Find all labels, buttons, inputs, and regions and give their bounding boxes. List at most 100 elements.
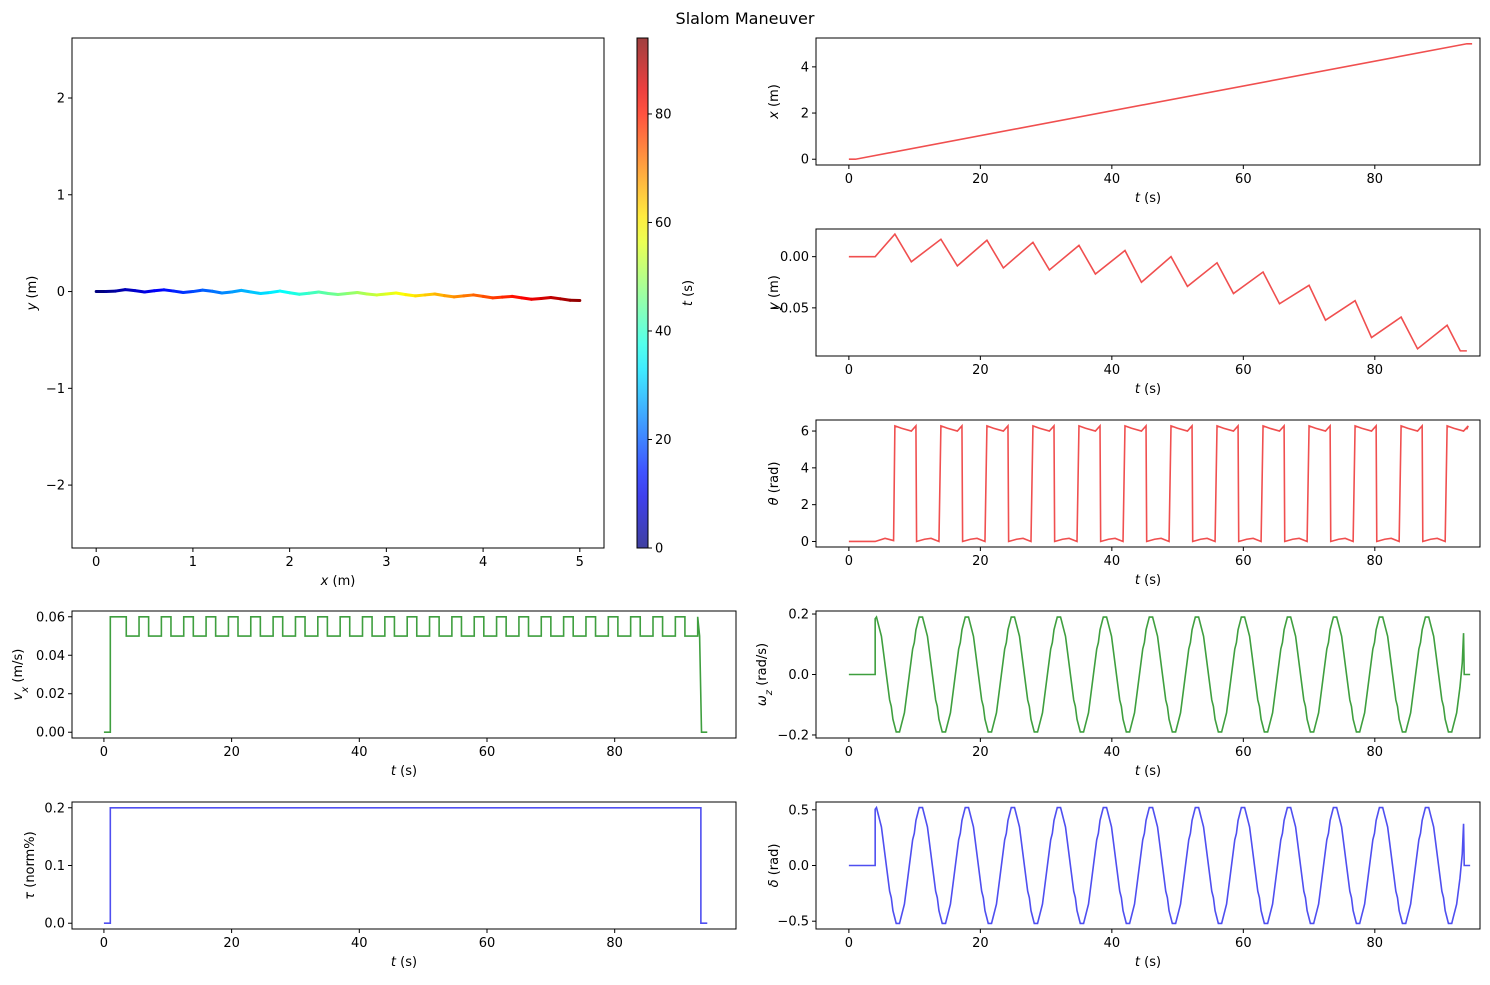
panel-x_t: 0 20 40 60 80 0 2 4 t (s) x (m) xyxy=(767,37,1481,206)
y-axis-label: τ (norm%) xyxy=(23,831,38,899)
trajectory-segment xyxy=(239,288,253,294)
colorbar xyxy=(636,37,649,549)
trajectory-segment xyxy=(288,291,301,296)
panel-y_t: 0 20 40 60 80 0.00 −0.05 t (s) y (m) xyxy=(767,228,1481,397)
y-tick-label: −0.2 xyxy=(777,728,809,743)
x-tick-label: 40 xyxy=(351,745,368,760)
colorbar-tick-label: 20 xyxy=(655,433,672,448)
x-tick-label: 40 xyxy=(1104,363,1121,378)
trajectory-segment xyxy=(133,289,147,294)
trajectory-segment xyxy=(201,288,214,293)
trajectory-segment xyxy=(114,288,127,293)
series-line xyxy=(848,423,1469,543)
trajectory-segment xyxy=(259,291,272,295)
y-tick-label: 4 xyxy=(801,60,809,75)
trajectory-segment xyxy=(326,291,340,296)
trajectory-segment xyxy=(220,290,234,295)
trajectory-segment xyxy=(394,291,408,297)
x-axis-label: t (s) xyxy=(391,955,417,970)
trajectory-segment xyxy=(278,289,292,295)
x-tick-label: 40 xyxy=(1104,936,1121,951)
y-tick-label: 0.00 xyxy=(780,250,809,265)
y-tick-label: −2 xyxy=(46,479,65,494)
x-tick-label: 80 xyxy=(1367,363,1384,378)
series-line xyxy=(848,232,1467,352)
trajectory-segment xyxy=(375,292,388,297)
trajectory-segment xyxy=(462,293,475,298)
trajectory-segment xyxy=(162,288,176,293)
x-tick-label: 60 xyxy=(1235,936,1252,951)
trajectory-segment xyxy=(249,290,263,295)
series-line xyxy=(103,806,708,925)
y-axis-label: δ (rad) xyxy=(767,844,782,888)
x-tick-label: 80 xyxy=(1367,745,1384,760)
x-tick-label: 1 xyxy=(189,555,197,570)
panel-tau_t: 0 20 40 60 80 0.0 0.1 0.2 t (s) τ (norm%) xyxy=(23,801,737,970)
trajectory-segment xyxy=(123,288,137,293)
trajectory-segment xyxy=(471,293,485,298)
x-tick-label: 60 xyxy=(479,745,496,760)
colorbar-tick-label: 40 xyxy=(655,324,672,339)
trajectory-segment xyxy=(433,292,446,298)
x-tick-label: 20 xyxy=(972,936,989,951)
y-tick-label: 0 xyxy=(801,535,809,550)
colorbar-tick-label: 80 xyxy=(655,107,672,122)
y-axis-label: ωz (rad/s) xyxy=(755,643,775,706)
x-tick-label: 60 xyxy=(1235,363,1252,378)
series-line xyxy=(848,805,1471,925)
trajectory-segment xyxy=(355,291,369,296)
x-tick-label: 80 xyxy=(1367,936,1384,951)
trajectory-segment xyxy=(210,289,224,295)
x-tick-label: 0 xyxy=(845,172,853,187)
x-tick-label: 40 xyxy=(1104,554,1121,569)
y-axis-label: x (m) xyxy=(767,84,782,120)
axes-frame xyxy=(815,37,1481,166)
y-tick-label: −0.5 xyxy=(777,915,809,930)
y-tick-label: −0.05 xyxy=(769,301,809,316)
x-tick-label: 80 xyxy=(1367,554,1384,569)
trajectory-segment xyxy=(384,291,398,296)
x-tick-label: 0 xyxy=(100,745,108,760)
y-tick-label: 0.0 xyxy=(44,917,65,932)
panel-traj: 0 1 2 3 4 5 −2 −1 0 1 2 x (m) y (m) 0 20 40 60 80 t (s) xyxy=(25,37,696,589)
x-axis-label: t (s) xyxy=(1135,955,1161,970)
y-tick-label: 1 xyxy=(57,188,65,203)
figure-title: Slalom Maneuver xyxy=(676,9,815,28)
trajectory-segment xyxy=(191,288,205,294)
colorbar-tick-label: 0 xyxy=(655,542,663,557)
x-axis-label: t (s) xyxy=(1135,191,1161,206)
trajectory-segment xyxy=(558,297,572,302)
x-tick-label: 80 xyxy=(606,936,623,951)
y-tick-label: 0.1 xyxy=(44,859,65,874)
trajectory-segment xyxy=(491,295,504,300)
y-tick-label: 0.2 xyxy=(788,608,809,623)
y-tick-label: 0 xyxy=(801,153,809,168)
colorbar-label: t (s) xyxy=(681,280,696,306)
trajectory-segment xyxy=(307,290,321,295)
trajectory-segment xyxy=(404,293,417,298)
y-tick-label: 0.02 xyxy=(36,687,65,702)
trajectory-segment xyxy=(481,294,495,300)
y-tick-label: 0.04 xyxy=(36,649,65,664)
y-tick-label: 0.0 xyxy=(788,859,809,874)
x-tick-label: 4 xyxy=(479,555,487,570)
y-axis-label: y (m) xyxy=(767,275,782,311)
trajectory-segment xyxy=(336,291,350,296)
x-axis-label: t (s) xyxy=(391,764,417,779)
trajectory-segment xyxy=(346,291,359,295)
x-tick-label: 60 xyxy=(479,936,496,951)
trajectory-segment xyxy=(452,294,466,299)
x-tick-label: 0 xyxy=(845,936,853,951)
trajectory-segment xyxy=(181,290,195,295)
y-axis-label: vx (m/s) xyxy=(11,649,31,701)
x-axis-label: t (s) xyxy=(1135,573,1161,588)
trajectory-segment xyxy=(143,289,156,294)
colorbar-tick-label: 60 xyxy=(655,216,672,231)
series-line xyxy=(848,615,1471,733)
y-axis-label: θ (rad) xyxy=(767,462,782,506)
x-tick-label: 5 xyxy=(576,555,584,570)
trajectory-segment xyxy=(317,290,330,295)
x-tick-label: 0 xyxy=(100,936,108,951)
trajectory-segment xyxy=(230,288,243,294)
